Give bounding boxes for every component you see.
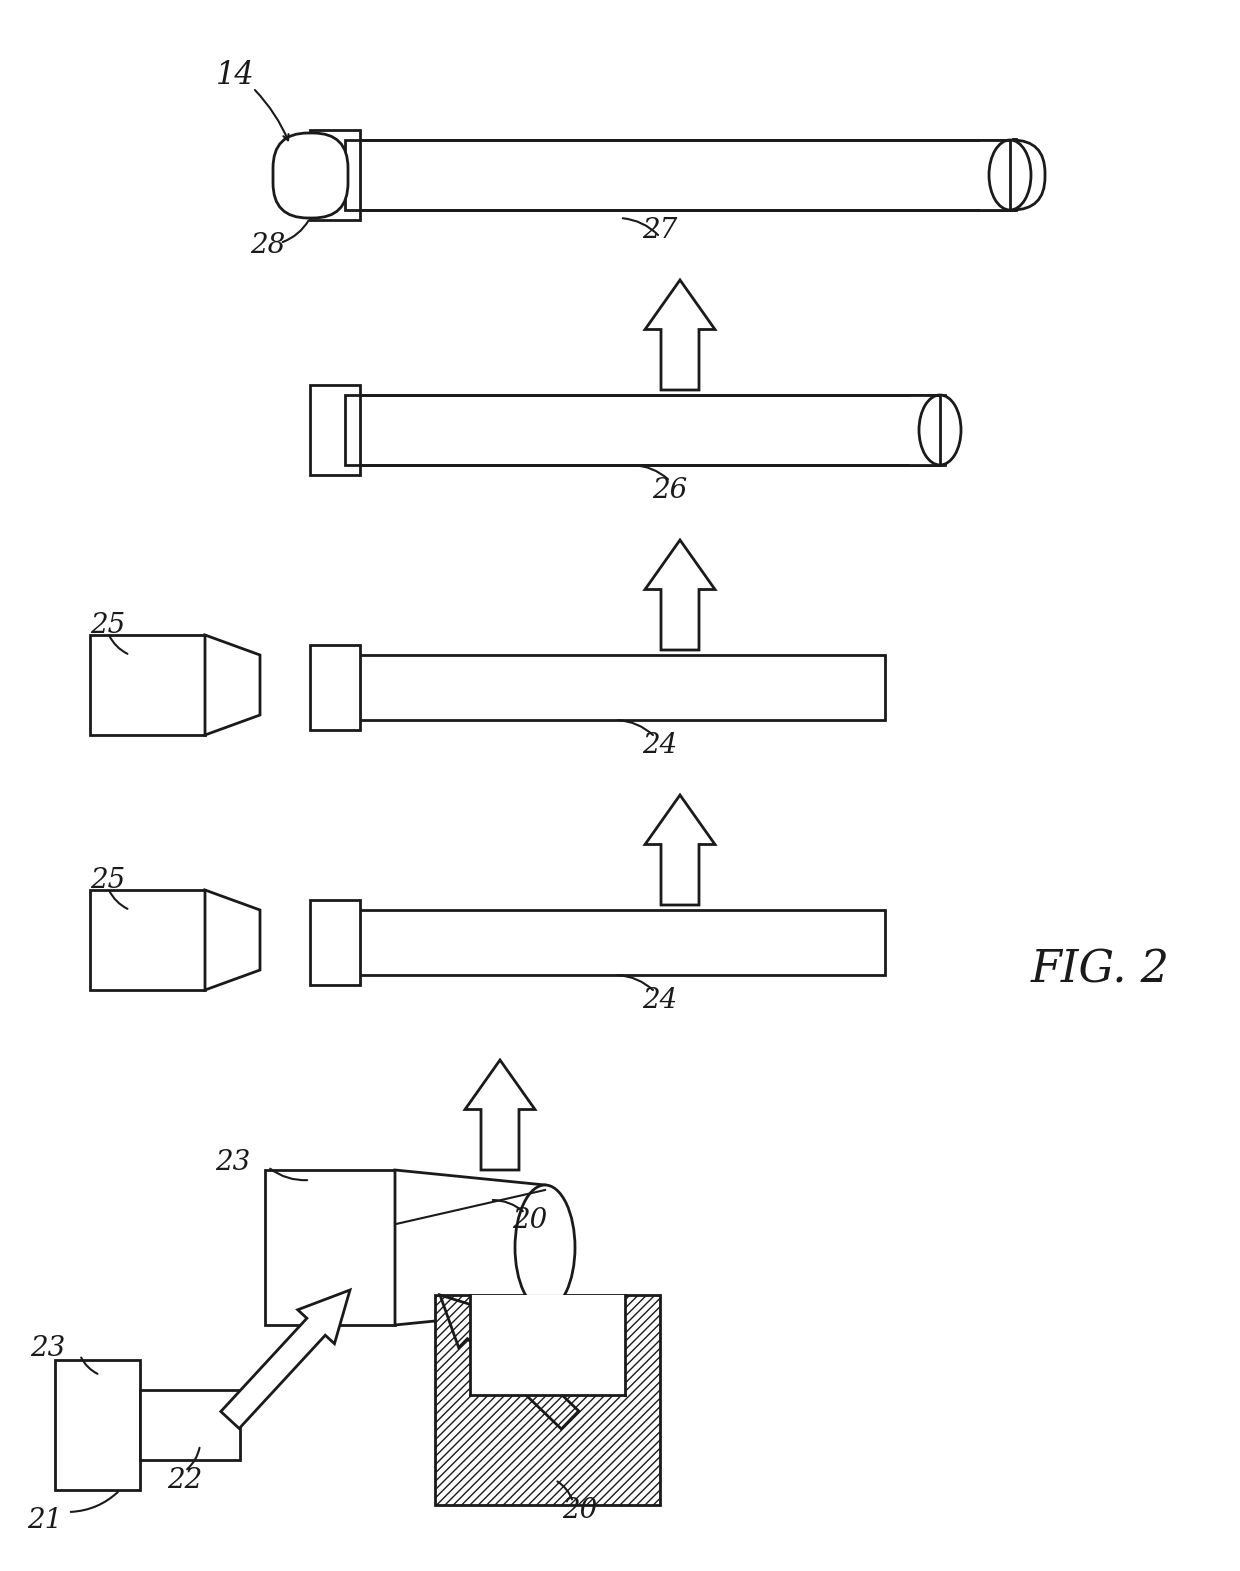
Bar	[345, 140, 1016, 211]
Polygon shape	[221, 1290, 350, 1428]
Polygon shape	[645, 540, 715, 650]
Bar	[435, 1295, 660, 1505]
Polygon shape	[465, 1060, 534, 1170]
Bar	[470, 1295, 625, 1395]
Text: 22: 22	[167, 1466, 202, 1494]
Bar	[310, 385, 360, 474]
Polygon shape	[645, 795, 715, 905]
Text: FIG. 2: FIG. 2	[1030, 949, 1169, 991]
Ellipse shape	[990, 140, 1030, 211]
Bar	[91, 891, 205, 990]
Bar	[345, 394, 945, 465]
Text: 14: 14	[216, 60, 254, 91]
Bar	[345, 394, 940, 465]
Bar	[310, 646, 360, 731]
Bar	[265, 1170, 396, 1324]
Text: 23: 23	[215, 1150, 250, 1177]
FancyBboxPatch shape	[985, 140, 1045, 211]
Bar	[310, 130, 360, 220]
Text: 25: 25	[91, 867, 125, 894]
Text: 28: 28	[250, 231, 285, 259]
FancyBboxPatch shape	[273, 134, 348, 218]
Ellipse shape	[919, 394, 961, 465]
Bar	[910, 394, 945, 465]
Bar	[345, 910, 885, 976]
Polygon shape	[205, 635, 260, 735]
Text: 26: 26	[652, 476, 688, 503]
Text: 21: 21	[27, 1507, 63, 1533]
Bar	[345, 655, 885, 720]
Text: 24: 24	[642, 732, 677, 759]
Polygon shape	[396, 1170, 546, 1324]
Text: 23: 23	[30, 1334, 64, 1362]
Polygon shape	[205, 891, 260, 990]
Text: 20: 20	[563, 1497, 598, 1524]
Text: 25: 25	[91, 611, 125, 638]
Text: 27: 27	[642, 217, 677, 244]
Bar	[55, 1360, 140, 1489]
Ellipse shape	[515, 1185, 575, 1310]
Bar	[140, 1390, 241, 1459]
Bar	[980, 140, 1016, 211]
Polygon shape	[440, 1295, 579, 1430]
Text: 20: 20	[512, 1207, 548, 1233]
Bar	[345, 140, 1011, 211]
Bar	[310, 900, 360, 985]
Polygon shape	[645, 280, 715, 390]
Text: 24: 24	[642, 987, 677, 1013]
Bar	[435, 1295, 660, 1505]
Bar	[91, 635, 205, 735]
